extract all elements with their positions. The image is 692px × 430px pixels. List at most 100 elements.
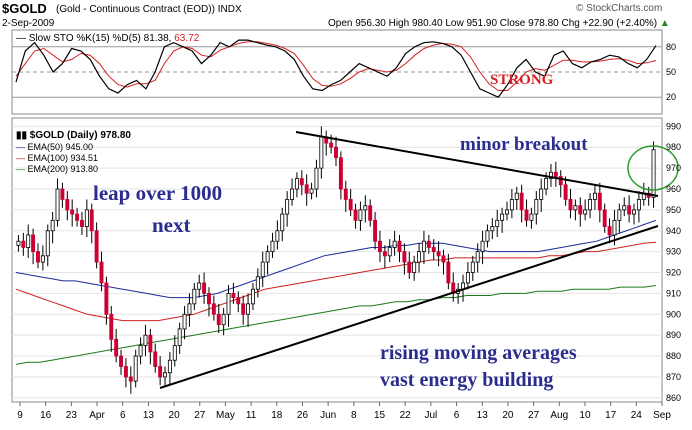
x-tick-label: 27 (194, 410, 206, 421)
x-tick-label: 9 (17, 410, 23, 421)
candle-icon: ▮▮ (16, 130, 30, 141)
sto-dash-k-icon: — (16, 33, 29, 44)
candle-down (431, 247, 436, 253)
candle-up (192, 288, 197, 305)
candle-up (500, 213, 505, 221)
candle-down (119, 355, 124, 367)
ema200-swatch-icon: — (16, 164, 28, 174)
candle-up (260, 261, 265, 278)
candle-up (480, 240, 485, 253)
x-tick-label: 20 (169, 410, 181, 421)
x-tick-label: 22 (400, 410, 412, 421)
x-tick-label: 16 (40, 410, 52, 421)
candle-up (246, 303, 251, 315)
candle-down (114, 338, 119, 357)
candle-up (636, 199, 641, 211)
candle-down (36, 251, 40, 263)
x-tick-label: 10 (579, 410, 591, 421)
ema200-line (15, 285, 657, 365)
x-tick-label: Jul (424, 410, 437, 421)
rising-annotation-line2: vast energy building (380, 369, 553, 391)
candle-up (573, 205, 578, 211)
candle-down (407, 261, 412, 273)
candle-up (544, 178, 549, 190)
ohlc-readout: Open 956.30 High 980.40 Low 951.90 Close… (328, 18, 670, 29)
candle-up (163, 372, 167, 378)
minor-breakout-annotation: minor breakout (460, 134, 588, 155)
candle-up (265, 251, 270, 263)
candle-down (202, 282, 207, 294)
candle-up (495, 219, 500, 227)
leap-annotation-line1: leap over 1000 (93, 181, 222, 205)
x-tick-label: 24 (631, 410, 643, 421)
candle-up (280, 213, 285, 232)
sto-tick-label: 20 (666, 92, 676, 102)
x-tick-label: Sep (653, 410, 671, 421)
up-arrow-icon: ▲ (659, 18, 670, 29)
candle-up (26, 234, 31, 248)
candle-down (353, 209, 358, 221)
candle-down (94, 230, 99, 263)
candle-down (343, 188, 348, 200)
leap-annotation-line2: next (152, 213, 191, 237)
candle-up (143, 334, 148, 347)
x-tick-label: 23 (66, 410, 78, 421)
candle-up (167, 359, 172, 374)
candle-up (412, 261, 417, 273)
candle-down (627, 205, 632, 215)
candle-down (211, 303, 216, 315)
candle-up (588, 199, 593, 211)
candle-up (583, 209, 588, 215)
candle-up (509, 199, 514, 211)
price-tick-label: 900 (666, 309, 681, 319)
breakout-circle (627, 145, 679, 191)
candle-up (548, 171, 553, 179)
candle-down (231, 293, 236, 298)
candle-up (45, 230, 50, 257)
candle-up (319, 136, 324, 169)
x-tick-label: 8 (351, 410, 357, 421)
candle-up (392, 240, 397, 248)
candle-down (334, 146, 338, 159)
strong-annotation: STRONG (490, 72, 554, 88)
candle-down (299, 178, 304, 186)
x-tick-label: 18 (271, 410, 283, 421)
lower-trendline (159, 225, 659, 389)
x-tick-label: 13 (477, 410, 489, 421)
price-tick-label: 860 (666, 393, 681, 403)
candle-down (304, 184, 309, 194)
price-tick-label: 930 (666, 247, 681, 257)
price-tick-label: 920 (666, 268, 681, 278)
candle-up (182, 313, 187, 330)
candle-up (358, 209, 363, 221)
candle-up (290, 188, 294, 200)
x-tick-label: 26 (297, 410, 309, 421)
candle-down (607, 226, 612, 236)
upper-trendline (295, 131, 659, 197)
x-tick-label: May (216, 410, 235, 421)
candle-up (417, 251, 422, 263)
candle-down (368, 205, 373, 221)
candle-up (16, 240, 21, 246)
price-tick-label: 890 (666, 330, 681, 340)
sto-d-value: 63.72 (174, 33, 199, 44)
x-tick-label: 17 (605, 410, 617, 421)
candle-down (21, 240, 26, 248)
x-tick-label: 13 (143, 410, 155, 421)
candle-up (622, 205, 627, 211)
candle-up (255, 276, 260, 290)
candle-up (55, 188, 60, 221)
candle-down (89, 209, 94, 232)
candle-up (539, 188, 544, 200)
candle-down (382, 251, 387, 257)
candle-up (490, 226, 495, 232)
candle-down (99, 261, 104, 284)
candle-up (534, 199, 539, 215)
candle-up (50, 219, 55, 232)
candle-down (216, 313, 221, 326)
candle-down (397, 240, 402, 253)
candle-down (338, 157, 343, 190)
candle-down (597, 192, 602, 211)
candle-up (250, 288, 255, 305)
candle-up (470, 261, 475, 273)
